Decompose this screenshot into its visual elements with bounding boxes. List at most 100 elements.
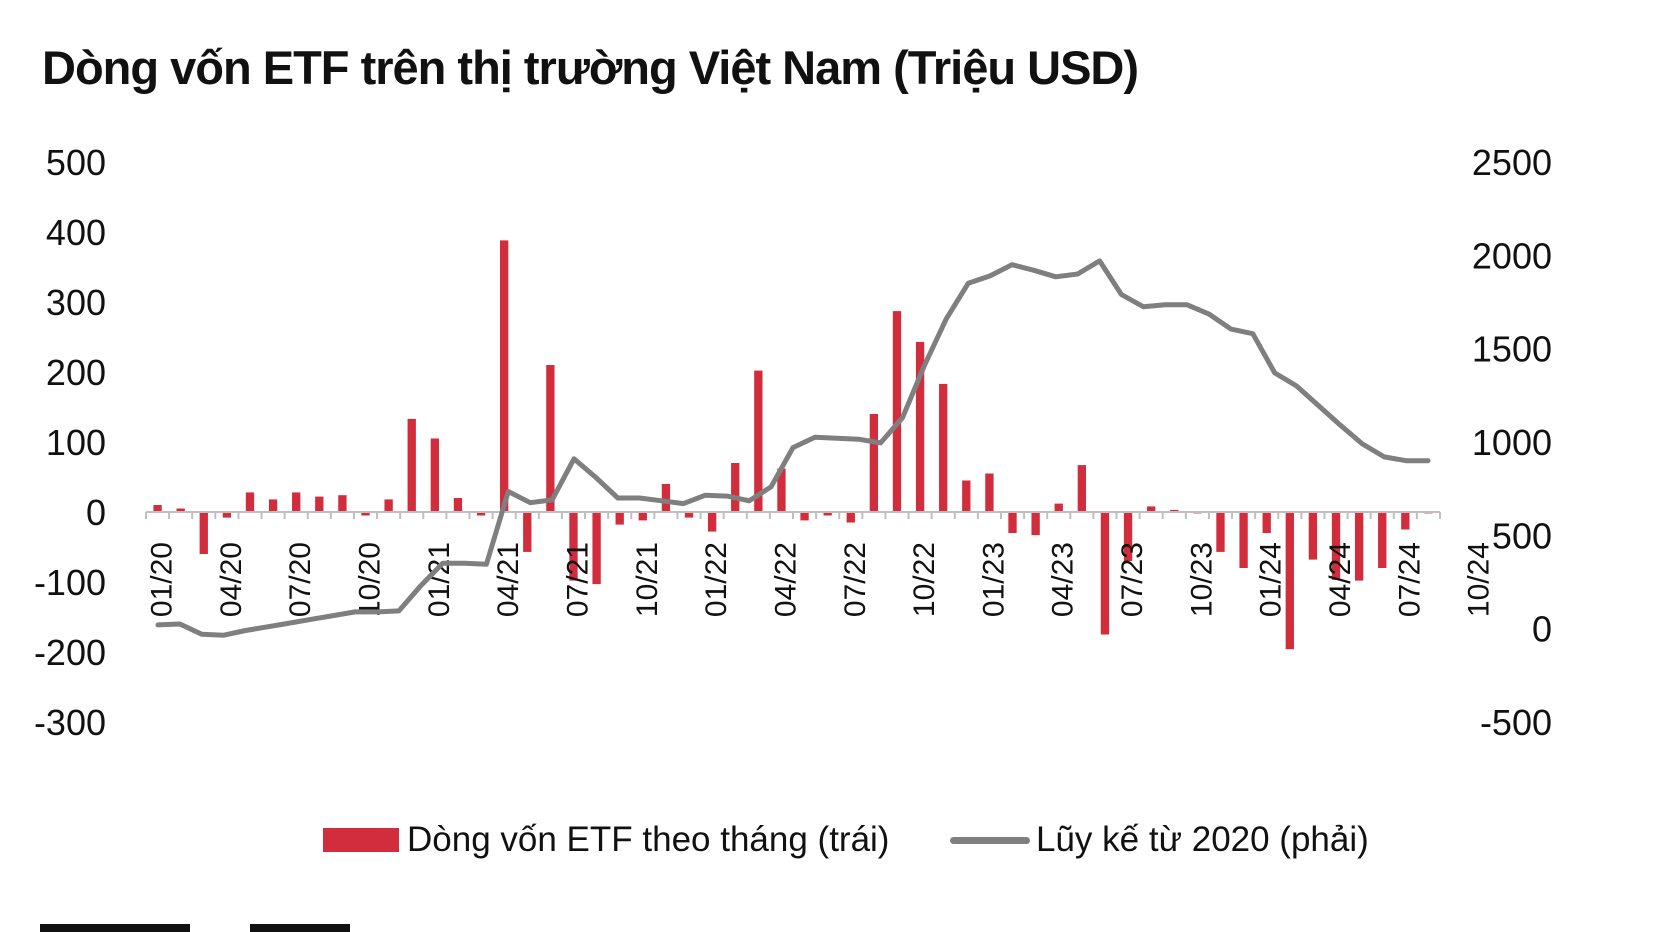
x-tick-label: 01/24	[1255, 542, 1288, 617]
flow-bar	[1147, 506, 1156, 512]
legend: Dòng vốn ETF theo tháng (trái) Lũy kế từ…	[0, 820, 1654, 870]
right-tick-label: 1000	[1472, 422, 1552, 463]
left-tick-label: -200	[34, 632, 106, 673]
flow-bar	[800, 512, 809, 521]
flow-bar	[292, 492, 301, 512]
flow-bar	[523, 512, 532, 552]
flow-bar	[153, 505, 162, 512]
left-tick-label: 400	[46, 212, 106, 253]
flow-bar	[1031, 512, 1040, 536]
flow-bar	[1308, 512, 1318, 560]
x-axis-labels: 01/20 04/20 07/20 10/20 01/21 04/21 07/21 10/21…	[146, 542, 1496, 617]
flow-bar	[1123, 512, 1133, 561]
left-tick-label: 100	[46, 422, 106, 463]
flow-bar	[1239, 512, 1248, 568]
right-axis-ticks: 2500 2000 1500 1000 500 0 -500	[1472, 142, 1552, 743]
flow-bar	[245, 492, 255, 512]
flow-bar	[939, 383, 948, 512]
flow-bar	[731, 463, 740, 512]
x-axis-tick-marks	[145, 512, 1441, 519]
flow-bar	[453, 498, 463, 512]
right-tick-label: -500	[1480, 702, 1552, 743]
right-tick-label: 500	[1492, 515, 1552, 556]
flow-bar	[707, 512, 717, 532]
monthly-flow-bars	[153, 240, 1433, 650]
flow-bar	[1285, 512, 1294, 650]
x-tick-label: 01/22	[700, 542, 733, 617]
flow-bar	[962, 480, 971, 512]
left-tick-label: 500	[46, 142, 106, 183]
x-tick-label: 01/23	[977, 542, 1010, 617]
flow-bar	[361, 512, 370, 516]
flow-bar	[1331, 512, 1341, 580]
flow-bar	[592, 512, 601, 585]
x-tick-label: 07/23	[1116, 542, 1149, 617]
x-tick-label: 10/24	[1463, 542, 1496, 617]
flow-bar	[869, 414, 879, 512]
cumulative-line	[155, 258, 1431, 638]
right-tick-label: 2000	[1472, 235, 1552, 276]
x-tick-label: 10/20	[354, 542, 387, 617]
flow-bar	[915, 341, 925, 512]
flow-bar	[430, 438, 439, 512]
flow-bar	[1170, 509, 1179, 512]
flow-bar	[1054, 503, 1063, 512]
x-tick-label: 07/22	[839, 542, 872, 617]
flow-bar	[1008, 512, 1017, 533]
legend-label-bar: Dòng vốn ETF theo tháng (trái)	[407, 820, 890, 859]
x-tick-label: 04/22	[769, 542, 802, 617]
flow-bar	[476, 512, 486, 516]
flow-bar	[823, 512, 832, 516]
x-tick-label: 07/21	[561, 542, 594, 617]
flow-bar	[199, 512, 208, 554]
flow-bar	[500, 240, 509, 512]
flow-bar	[1262, 512, 1271, 533]
flow-bar	[661, 484, 671, 512]
right-tick-label: 0	[1532, 609, 1552, 650]
flow-bar	[1077, 465, 1086, 512]
flow-bar	[777, 468, 786, 512]
flow-bar	[684, 512, 694, 518]
left-tick-label: 300	[46, 282, 106, 323]
legend-item-line: Lũy kế từ 2020 (phải)	[950, 820, 1369, 860]
flow-bar	[569, 512, 578, 581]
legend-label-line: Lũy kế từ 2020 (phải)	[1036, 820, 1369, 859]
flow-bar	[1100, 512, 1110, 635]
flow-bar	[638, 512, 647, 521]
x-tick-label: 10/21	[631, 542, 664, 617]
left-tick-label: 0	[86, 492, 106, 533]
flow-bar	[546, 365, 555, 512]
flow-bar	[338, 495, 347, 512]
flow-bar	[268, 499, 278, 512]
flow-bar	[1216, 512, 1225, 552]
x-tick-label: 04/24	[1324, 542, 1357, 617]
flow-bar	[407, 418, 416, 512]
x-tick-label: 04/20	[215, 542, 248, 617]
legend-line-swatch	[950, 836, 1030, 844]
left-tick-label: 200	[46, 352, 106, 393]
right-tick-label: 1500	[1472, 329, 1552, 370]
flow-bar	[985, 473, 994, 512]
left-tick-label: -100	[34, 562, 106, 603]
flow-bar	[384, 499, 393, 512]
x-tick-label: 04/23	[1047, 542, 1080, 617]
chart-title: Dòng vốn ETF trên thị trường Việt Nam (T…	[42, 41, 1139, 94]
x-tick-label: 07/24	[1393, 542, 1426, 617]
flow-bar	[754, 370, 763, 512]
flow-bar	[846, 512, 855, 523]
legend-item-bar: Dòng vốn ETF theo tháng (trái)	[323, 820, 889, 860]
flow-bar	[1354, 512, 1364, 581]
x-tick-label: 01/20	[146, 542, 179, 617]
right-tick-label: 2500	[1472, 142, 1552, 183]
flow-bar	[1378, 512, 1387, 568]
x-tick-label: 04/21	[492, 542, 525, 617]
cropped-text-fragment	[40, 924, 350, 932]
x-tick-label: 10/23	[1185, 542, 1218, 617]
flow-bar	[222, 512, 232, 518]
flow-bar	[176, 508, 185, 512]
legend-bar-swatch	[323, 828, 399, 852]
flow-bar	[892, 311, 902, 512]
flow-bar	[615, 512, 624, 525]
left-tick-label: -300	[34, 702, 106, 743]
